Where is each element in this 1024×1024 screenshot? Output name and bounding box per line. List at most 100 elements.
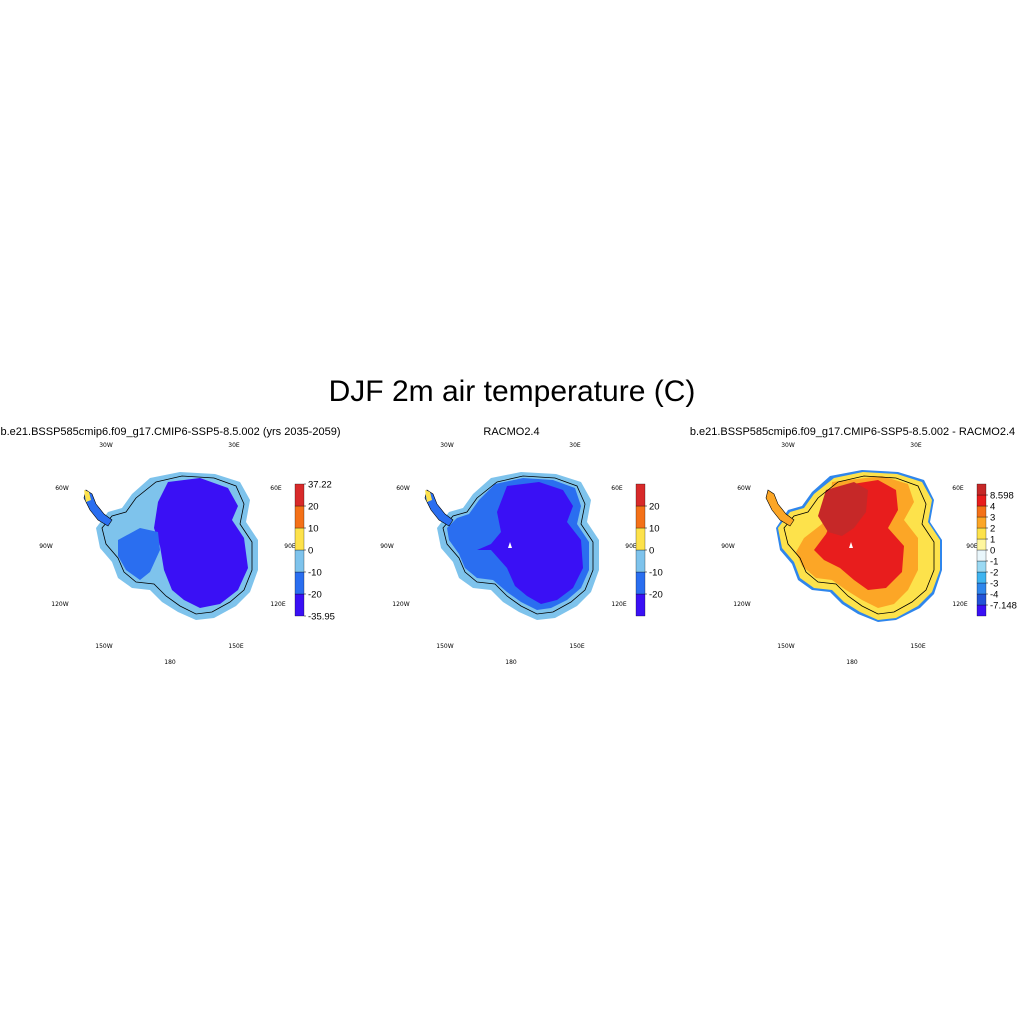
colorbar-box [976,582,987,595]
colorbar: -20 -10 0 10 20 [635,483,663,617]
lon-label-60w: 60W [396,485,410,492]
lon-label-120w: 120W [51,601,68,608]
colorbar-box [976,549,987,562]
lon-label-30e: 30E [569,442,581,449]
interior-region [154,478,248,608]
lon-label-120e: 120E [611,601,626,608]
colorbar-label: 10 [649,524,660,535]
colorbar-label: 2 [990,524,995,535]
colorbar-label: -10 [649,568,663,579]
lon-label-120w: 120W [392,601,409,608]
lon-label-60e: 60E [952,485,964,492]
map-svg: 30W 30E 60W 60E 90W 90E 120W 120E 150W 150E 180 -3… [39,442,335,666]
colorbar-label: 4 [990,502,995,513]
dark-red-region [818,482,868,536]
coastline [442,475,594,615]
lon-label-30w: 30W [99,442,113,449]
colorbar-label: -35.95 [308,612,335,623]
lon-label-90w: 90W [380,543,394,550]
colorbar-box [294,527,305,551]
lon-label-150w: 150W [95,643,112,650]
lon-label-150w: 150W [777,643,794,650]
colorbar-box [976,483,987,496]
map-svg: 30W 30E 60W 60E 90W 90E 120W 120E 150W 150E 180 -7… [721,442,1017,666]
lon-label-150e: 150E [228,643,243,650]
colorbar-label: 20 [308,502,319,513]
colorbar-box [294,571,305,595]
panel-model: b.e21.BSSP585cmip6.f09_g17.CMIP6-SSP5-8.… [0,420,341,680]
lon-label-60e: 60E [270,485,282,492]
lon-label-180: 180 [846,659,858,666]
colorbar-label: -1 [990,557,998,568]
peninsula [83,489,113,527]
peninsula [765,489,795,527]
panel-title: b.e21.BSSP585cmip6.f09_g17.CMIP6-SSP5-8.… [0,426,341,438]
lon-label-150e: 150E [910,643,925,650]
colorbar-label: 10 [308,524,319,535]
peninsula-tip [425,490,432,502]
panel-title: RACMO2.4 [483,426,540,438]
colorbar-label: 37.22 [308,480,332,491]
colorbar-label: 0 [308,546,313,557]
pole-marker [849,542,853,548]
lon-label-30w: 30W [781,442,795,449]
lon-label-180: 180 [505,659,517,666]
colorbar-box [635,549,646,573]
colorbar-box [976,604,987,617]
colorbar-label: -10 [308,568,322,579]
map-labels: 30W 30E 60W 60E 90W 90E 120W 120E 150W 150E 180 [721,442,978,666]
figure-title: DJF 2m air temperature (C) [328,375,696,408]
peninsula [424,489,454,527]
panel-difference: b.e21.BSSP585cmip6.f09_g17.CMIP6-SSP5-8.… [682,420,1023,680]
colorbar-box [294,483,305,507]
colorbar-label: -2 [990,568,998,579]
lon-label-30e: 30E [910,442,922,449]
lon-label-90e: 90E [625,543,637,550]
lon-label-90w: 90W [721,543,735,550]
colorbar-box [976,571,987,584]
colorbar-label: -7.148 [990,601,1017,612]
colorbar-box [976,505,987,518]
west-region [118,528,160,580]
colorbar-box [976,538,987,551]
lon-label-30w: 30W [440,442,454,449]
colorbar-box [976,527,987,540]
colorbar-label: -3 [990,579,998,590]
lon-label-30e: 30E [228,442,240,449]
pole-marker [508,542,512,548]
interior-region [477,482,583,604]
lon-label-180: 180 [164,659,176,666]
peninsula-tip [84,490,91,502]
lon-label-120e: 120E [270,601,285,608]
colorbar-box [976,560,987,573]
lon-label-60e: 60E [611,485,623,492]
colorbar-box [635,527,646,551]
lon-label-150w: 150W [436,643,453,650]
colorbar-label: 8.598 [990,491,1014,502]
colorbar-label: 0 [649,546,654,557]
colorbar-box [294,593,305,617]
lon-label-60w: 60W [55,485,69,492]
colorbar-box [635,593,646,617]
colorbar-box [635,483,646,507]
lon-label-60w: 60W [737,485,751,492]
colorbar-box [976,593,987,606]
colorbar-box [635,571,646,595]
colorbar-label: 3 [990,513,995,524]
lon-label-120w: 120W [733,601,750,608]
lon-label-150e: 150E [569,643,584,650]
colorbar-label: -20 [308,590,322,601]
colorbar-box [976,516,987,529]
colorbar-label: 0 [990,546,995,557]
coastline [101,475,253,615]
colorbar-label: 1 [990,535,995,546]
antarctica-map [83,472,258,620]
coastline [783,475,935,615]
colorbar-box [294,505,305,529]
lon-label-120e: 120E [952,601,967,608]
lon-label-90w: 90W [39,543,53,550]
colorbar: -35.95 -20 -10 0 10 20 37.22 [294,480,335,623]
map-labels: 30W 30E 60W 60E 90W 90E 120W 120E 150W 150E 180 [380,442,637,666]
panel-racmo: RACMO2.4 30W 30E 60W 60E 90W 90E 120W 120E 150W 1… [341,420,682,680]
